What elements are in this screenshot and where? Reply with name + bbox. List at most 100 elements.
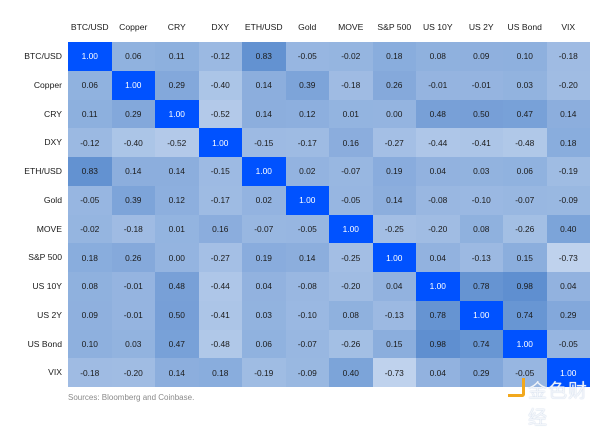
heatmap-cell: 0.14 <box>242 99 286 129</box>
heatmap-cell: -0.10 <box>285 300 329 330</box>
heatmap-cell: 0.06 <box>503 157 547 186</box>
heatmap-cell: 0.15 <box>503 243 547 272</box>
heatmap-cell: 1.00 <box>198 128 242 157</box>
heatmap-cell: -0.25 <box>372 214 416 244</box>
heatmap-cell: 0.74 <box>459 329 503 359</box>
heatmap-cell: -0.10 <box>459 185 503 215</box>
heatmap-cell: -0.01 <box>111 272 155 301</box>
heatmap-cell: 0.98 <box>416 329 460 359</box>
heatmap-cell: -0.44 <box>416 128 460 157</box>
heatmap-cell: -0.41 <box>459 128 503 157</box>
heatmap-cell: 0.04 <box>242 272 286 301</box>
heatmap-cell: 0.78 <box>416 300 460 330</box>
row-header: Copper <box>33 79 62 90</box>
heatmap-cell: 0.50 <box>459 99 503 129</box>
heatmap-cell: 0.78 <box>459 272 503 301</box>
column-header: Gold <box>298 22 317 32</box>
heatmap-cell: 0.04 <box>416 157 460 186</box>
heatmap-cell: 1.00 <box>503 329 547 359</box>
heatmap-cell: -0.26 <box>503 214 547 244</box>
heatmap-cell: 0.29 <box>459 358 503 387</box>
heatmap-cell: -0.27 <box>372 128 416 157</box>
heatmap-cell: 1.00 <box>155 99 199 129</box>
heatmap-cell: -0.52 <box>198 99 242 129</box>
column-header: US Bond <box>507 22 542 32</box>
column-header: US 2Y <box>468 22 494 32</box>
heatmap-cell: 0.39 <box>285 70 329 100</box>
heatmap-cell: 1.00 <box>459 300 503 330</box>
heatmap-cell: -0.01 <box>111 300 155 330</box>
heatmap-cell: 0.06 <box>242 329 286 359</box>
heatmap-cell: 0.39 <box>111 185 155 215</box>
heatmap-cell: 0.18 <box>546 128 590 157</box>
heatmap-cell: 0.02 <box>242 185 286 215</box>
heatmap-cell: -0.05 <box>503 358 547 387</box>
heatmap-cell: 0.14 <box>242 70 286 100</box>
heatmap-cell: 0.04 <box>546 272 590 301</box>
heatmap-cell: -0.48 <box>503 128 547 157</box>
heatmap-cell: 0.14 <box>372 185 416 215</box>
heatmap-cell: -0.02 <box>329 42 373 71</box>
source-note: Sources: Bloomberg and Coinbase. <box>68 393 195 402</box>
heatmap-cell: 0.03 <box>503 70 547 100</box>
heatmap-cell: -0.73 <box>372 358 416 387</box>
heatmap-cell: 0.04 <box>416 358 460 387</box>
heatmap-cell: 0.40 <box>546 214 590 244</box>
heatmap-cell: 0.10 <box>68 329 112 359</box>
heatmap-cell: -0.07 <box>329 157 373 186</box>
heatmap-cell: 0.03 <box>111 329 155 359</box>
heatmap-cell: -0.08 <box>285 272 329 301</box>
heatmap-cell: -0.12 <box>198 42 242 71</box>
heatmap-cell: -0.07 <box>242 214 286 244</box>
heatmap-cell: -0.02 <box>68 214 112 244</box>
column-header: S&P 500 <box>377 22 412 32</box>
heatmap-cell: -0.41 <box>198 300 242 330</box>
heatmap-cell: 0.14 <box>111 157 155 186</box>
heatmap-cell: 0.40 <box>329 358 373 387</box>
heatmap-cell: -0.07 <box>503 185 547 215</box>
column-header: DXY <box>211 22 230 32</box>
row-header: US 10Y <box>32 281 62 291</box>
heatmap-cell: 0.48 <box>416 99 460 129</box>
heatmap-cell: 0.18 <box>198 358 242 387</box>
heatmap-cell: 0.18 <box>372 42 416 71</box>
heatmap-cell: 0.47 <box>503 99 547 129</box>
heatmap-cell: 0.29 <box>155 70 199 100</box>
heatmap-cell: 0.08 <box>416 42 460 71</box>
heatmap-cell: 0.06 <box>68 70 112 100</box>
heatmap-cell: 0.14 <box>155 157 199 186</box>
row-header: ETH/USD <box>24 166 62 176</box>
heatmap-cell: -0.25 <box>329 243 373 272</box>
row-header: S&P 500 <box>28 252 62 263</box>
heatmap-cell: -0.20 <box>329 272 373 301</box>
heatmap-cell: 0.04 <box>416 243 460 272</box>
row-header: US Bond <box>27 338 62 349</box>
row-header: BTC/USD <box>24 51 62 61</box>
heatmap-cell: -0.19 <box>242 358 286 387</box>
column-header: MOVE <box>338 22 364 32</box>
heatmap-cell: -0.20 <box>111 358 155 387</box>
column-header: ETH/USD <box>244 22 283 32</box>
heatmap-cell: 0.15 <box>372 329 416 359</box>
heatmap-cell: 0.00 <box>372 99 416 129</box>
heatmap-cell: 0.48 <box>155 272 199 301</box>
heatmap-cell: -0.08 <box>416 185 460 215</box>
heatmap-cell: -0.48 <box>198 329 242 359</box>
heatmap-cell: 0.29 <box>546 300 590 330</box>
heatmap-cell: -0.15 <box>198 157 242 186</box>
heatmap-cell: -0.18 <box>546 42 590 71</box>
heatmap-cell: 0.16 <box>198 214 242 244</box>
heatmap-cell: 1.00 <box>242 157 286 186</box>
heatmap-cell: -0.05 <box>68 185 112 215</box>
heatmap-cell: -0.44 <box>198 272 242 301</box>
heatmap-cell: 0.01 <box>329 99 373 129</box>
column-header: BTC/USD <box>70 22 109 32</box>
heatmap-cell: 0.03 <box>242 300 286 330</box>
heatmap-cell: 0.26 <box>372 70 416 100</box>
heatmap-cell: 0.12 <box>155 185 199 215</box>
heatmap-cell: 0.09 <box>68 300 112 330</box>
row-header: VIX <box>48 367 62 378</box>
heatmap-cell: 0.12 <box>285 99 329 129</box>
heatmap-cell: 0.08 <box>68 272 112 301</box>
heatmap-cell: 0.19 <box>242 243 286 272</box>
